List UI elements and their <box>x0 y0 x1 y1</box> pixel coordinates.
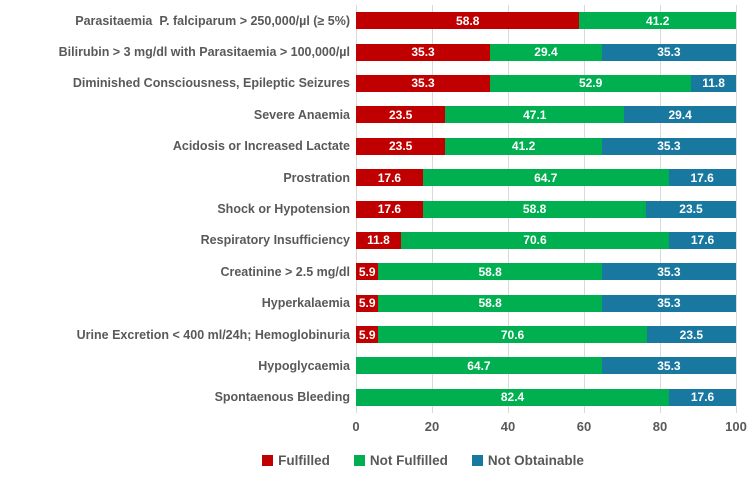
bar-segment-not-fulfilled: 41.2 <box>445 137 602 155</box>
bar-segment-fulfilled: 5.9 <box>356 326 379 344</box>
legend-swatch <box>353 455 365 467</box>
bar-row: 23.5 47.1 29.4 <box>356 99 736 130</box>
bar-segment-not-fulfilled: 52.9 <box>490 74 692 92</box>
category-label: Diminished Consciousness, Epileptic Seiz… <box>72 76 350 91</box>
category-label: Hyperkalaemia <box>261 296 350 311</box>
bar-segment-not-obtainable: 23.5 <box>646 326 736 344</box>
category-label: Bilirubin > 3 mg/dl with Parasitaemia > … <box>58 45 350 60</box>
bar-segment-fulfilled: 23.5 <box>356 106 446 124</box>
category-axis: Parasitaemia P. falciparum > 250,000/µl … <box>4 5 356 413</box>
bar-track: 35.3 29.4 35.3 <box>356 43 736 61</box>
x-tick-label: 80 <box>652 419 668 435</box>
bar-track: 17.6 58.8 23.5 <box>356 200 736 218</box>
bar-segment-not-obtainable: 29.4 <box>624 106 736 124</box>
bar-segment-fulfilled: 35.3 <box>356 43 491 61</box>
chart-body: Parasitaemia P. falciparum > 250,000/µl … <box>4 5 737 414</box>
bar-row: 64.7 35.3 <box>356 350 736 381</box>
bar-segment-not-obtainable: 35.3 <box>601 357 736 375</box>
legend-item-not-obtainable: Not Obtainable <box>471 453 584 469</box>
bar-row: 5.9 58.8 35.3 <box>356 256 736 287</box>
x-axis: 0 20 40 60 80 100 <box>352 419 746 439</box>
category-label: Acidosis or Increased Lactate <box>172 139 350 154</box>
bar-segment-fulfilled: 11.8 <box>356 231 401 249</box>
category-label: Shock or Hypotension <box>217 202 350 217</box>
bar-segment-not-obtainable: 35.3 <box>601 137 736 155</box>
legend-item-not-fulfilled: Not Fulfilled <box>353 453 448 469</box>
legend: Fulfilled Not Fulfilled Not Obtainable <box>0 453 754 468</box>
bar-row: 58.8 41.2 <box>356 5 736 36</box>
bar-segment-not-fulfilled: 47.1 <box>445 106 625 124</box>
bar-segment-not-fulfilled: 58.8 <box>378 294 602 312</box>
bar-segment-fulfilled: 5.9 <box>356 294 379 312</box>
bar-segment-not-fulfilled: 58.8 <box>378 263 602 281</box>
bar-row: 5.9 58.8 35.3 <box>356 288 736 319</box>
bar-segment-fulfilled: 35.3 <box>356 74 491 92</box>
category-label: Parasitaemia P. falciparum > 250,000/µl … <box>75 13 350 28</box>
bar-segment-fulfilled: 23.5 <box>356 137 446 155</box>
bar-segment-not-fulfilled: 70.6 <box>400 231 670 249</box>
bar-segment-not-fulfilled: 58.8 <box>422 200 647 218</box>
bar-track: 23.5 47.1 29.4 <box>356 106 736 124</box>
bar-row: 17.6 64.7 17.6 <box>356 162 736 193</box>
bar-row: 17.6 58.8 23.5 <box>356 193 736 224</box>
bar-track: 5.9 70.6 23.5 <box>356 326 736 344</box>
category-label: Urine Excretion < 400 ml/24h; Hemoglobin… <box>76 327 350 342</box>
bar-segment-not-obtainable: 17.6 <box>669 388 736 406</box>
bar-segment-not-fulfilled: 41.2 <box>579 12 736 30</box>
plot-area: 58.8 41.2 35.3 29.4 35.3 35.3 52.9 11.8 23.5 47.1… <box>356 5 737 414</box>
bar-segment-not-fulfilled: 64.7 <box>422 169 669 187</box>
bar-segment-fulfilled: 17.6 <box>356 169 423 187</box>
bar-track: 5.9 58.8 35.3 <box>356 263 736 281</box>
bar-segment-fulfilled: 5.9 <box>356 263 379 281</box>
x-tick-label: 0 <box>352 419 360 435</box>
x-tick-label: 20 <box>424 419 440 435</box>
bar-track: 17.6 64.7 17.6 <box>356 169 736 187</box>
bar-segment-not-fulfilled: 82.4 <box>356 388 670 406</box>
bar-track: 64.7 35.3 <box>356 357 736 375</box>
legend-swatch <box>262 455 274 467</box>
bar-segment-not-obtainable: 23.5 <box>646 200 736 218</box>
bar-segment-not-obtainable: 11.8 <box>691 74 736 92</box>
category-label: Prostration <box>283 170 350 185</box>
bar-row: 23.5 41.2 35.3 <box>356 131 736 162</box>
category-label: Severe Anaemia <box>253 107 350 122</box>
bar-rows: 58.8 41.2 35.3 29.4 35.3 35.3 52.9 11.8 23.5 47.1… <box>356 5 736 413</box>
bar-row: 35.3 29.4 35.3 <box>356 36 736 67</box>
bar-segment-not-fulfilled: 29.4 <box>490 43 602 61</box>
bar-segment-not-obtainable: 17.6 <box>669 231 736 249</box>
bar-track: 58.8 41.2 <box>356 12 736 30</box>
legend-swatch <box>471 455 483 467</box>
bar-track: 35.3 52.9 11.8 <box>356 74 736 92</box>
category-label: Creatinine > 2.5 mg/dl <box>220 264 350 279</box>
gridline <box>736 5 737 414</box>
bar-segment-not-obtainable: 17.6 <box>668 169 736 187</box>
bar-segment-fulfilled: 17.6 <box>356 200 423 218</box>
x-tick-label: 100 <box>725 419 747 435</box>
category-label: Hypoglycaemia <box>258 358 350 373</box>
legend-item-fulfilled: Fulfilled <box>262 453 330 468</box>
bar-row: 11.8 70.6 17.6 <box>356 225 736 256</box>
bar-track: 11.8 70.6 17.6 <box>356 231 736 249</box>
legend-label: Not Obtainable <box>487 453 584 469</box>
bar-segment-fulfilled: 58.8 <box>356 12 580 30</box>
bar-segment-not-obtainable: 35.3 <box>601 294 736 312</box>
bar-track: 82.4 17.6 <box>356 388 736 406</box>
bar-row: 5.9 70.6 23.5 <box>356 319 736 350</box>
bar-segment-not-obtainable: 35.3 <box>601 43 736 61</box>
category-label: Respiratory Insufficiency <box>200 233 350 248</box>
legend-label: Not Fulfilled <box>369 453 448 469</box>
bar-row: 82.4 17.6 <box>356 382 736 413</box>
x-tick-label: 40 <box>500 419 516 435</box>
bar-segment-not-fulfilled: 70.6 <box>378 326 647 344</box>
x-tick-label: 60 <box>576 419 592 435</box>
bar-segment-not-obtainable: 35.3 <box>601 263 736 281</box>
bar-track: 5.9 58.8 35.3 <box>356 294 736 312</box>
category-label: Spontaenous Bleeding <box>214 390 350 405</box>
bar-segment-not-fulfilled: 64.7 <box>356 357 602 375</box>
bar-track: 23.5 41.2 35.3 <box>356 137 736 155</box>
legend-label: Fulfilled <box>278 453 330 469</box>
bar-row: 35.3 52.9 11.8 <box>356 68 736 99</box>
